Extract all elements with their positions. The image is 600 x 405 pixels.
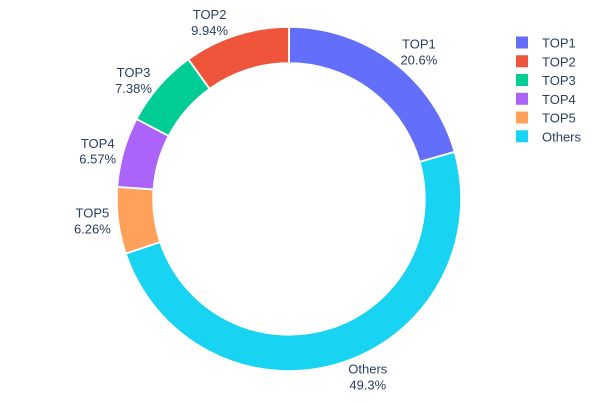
svg-text:TOP1: TOP1 [402, 37, 436, 52]
svg-text:Others: Others [542, 129, 582, 144]
svg-text:6.26%: 6.26% [74, 221, 111, 236]
svg-text:Others: Others [348, 362, 388, 377]
svg-text:TOP5: TOP5 [76, 206, 110, 221]
svg-text:TOP3: TOP3 [542, 73, 576, 88]
svg-text:7.38%: 7.38% [115, 81, 152, 96]
svg-text:9.94%: 9.94% [191, 23, 228, 38]
svg-text:20.6%: 20.6% [400, 53, 437, 68]
svg-text:TOP5: TOP5 [542, 111, 576, 126]
svg-text:TOP1: TOP1 [542, 36, 576, 51]
svg-text:TOP2: TOP2 [542, 54, 576, 69]
svg-text:49.3%: 49.3% [349, 377, 386, 392]
svg-text:TOP4: TOP4 [542, 92, 576, 107]
svg-text:TOP2: TOP2 [193, 7, 227, 22]
svg-text:6.57%: 6.57% [79, 152, 116, 167]
svg-text:TOP4: TOP4 [81, 136, 115, 151]
svg-text:TOP3: TOP3 [117, 65, 151, 80]
